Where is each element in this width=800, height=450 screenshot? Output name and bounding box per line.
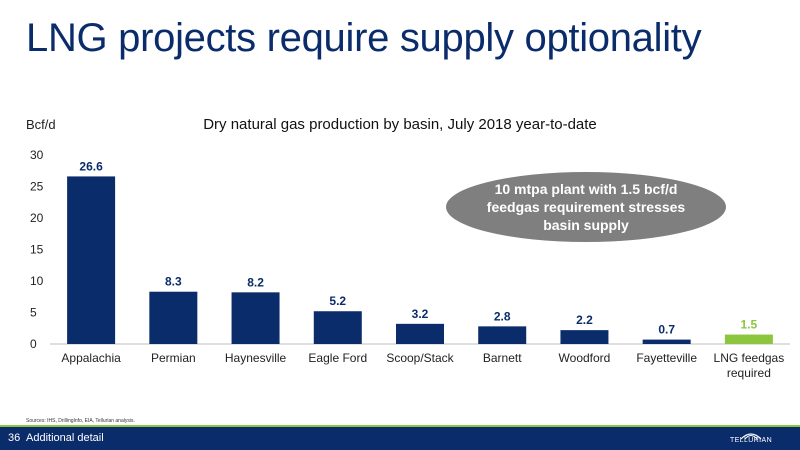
y-tick-label: 25 — [30, 180, 44, 194]
data-label: 26.6 — [79, 159, 103, 173]
data-label: 0.7 — [658, 323, 675, 337]
data-label: 2.8 — [494, 309, 511, 323]
tellurian-logo: TELLURIAN — [716, 428, 786, 448]
x-tick-label: Fayetteville — [636, 351, 697, 365]
bar — [231, 292, 280, 344]
bar — [642, 339, 691, 344]
y-tick-label: 20 — [30, 211, 44, 225]
data-label: 8.2 — [247, 275, 264, 289]
data-label: 8.3 — [165, 275, 182, 289]
x-tick-label: Woodford — [559, 351, 611, 365]
footer-accent-line — [0, 425, 800, 427]
y-tick-label: 30 — [30, 148, 44, 162]
bar — [396, 323, 444, 344]
bar — [313, 311, 362, 344]
x-tick-label: Haynesville — [225, 351, 287, 365]
bar-chart: 0 5 10 15 20 25 30 26.6 Appalachia 8.3 Permian 8.2 H… — [30, 148, 790, 380]
y-tick-label: 10 — [30, 274, 44, 288]
y-axis-unit-label: Bcf/d — [26, 117, 56, 132]
bar — [67, 176, 116, 344]
bar — [478, 326, 527, 344]
x-tick-label: Eagle Ford — [308, 351, 367, 365]
logo-text: TELLURIAN — [729, 437, 773, 444]
y-tick-label: 5 — [30, 306, 37, 320]
footer-bar — [0, 427, 800, 450]
bar — [724, 334, 773, 344]
bar — [149, 291, 198, 344]
x-tick-label: Scoop/Stack — [386, 351, 454, 365]
data-label: 5.2 — [329, 294, 346, 308]
callout-text: 10 mtpa plant with 1.5 bcf/d feedgas req… — [486, 181, 686, 233]
logo-mark-icon — [740, 433, 762, 440]
y-tick-label: 15 — [30, 243, 44, 257]
slide-title: LNG projects require supply optionality — [26, 16, 702, 60]
sources-note: Sources: IHS, DrillingInfo, EIA, Telluri… — [26, 418, 135, 424]
x-tick-label: required — [727, 366, 771, 380]
x-tick-label: Permian — [151, 351, 196, 365]
section-label: Additional detail — [26, 432, 104, 444]
chart-title: Dry natural gas production by basin, Jul… — [203, 116, 597, 133]
x-tick-label: LNG feedgas — [714, 351, 785, 365]
data-label: 3.2 — [412, 307, 429, 321]
callout-bubble: 10 mtpa plant with 1.5 bcf/d feedgas req… — [446, 172, 726, 242]
x-tick-label: Barnett — [483, 351, 522, 365]
data-label: 1.5 — [741, 318, 758, 332]
page-number: 36 — [8, 432, 21, 444]
bar — [560, 330, 609, 344]
x-tick-label: Appalachia — [61, 351, 121, 365]
y-tick-label: 0 — [30, 337, 37, 351]
data-label: 2.2 — [576, 313, 593, 327]
